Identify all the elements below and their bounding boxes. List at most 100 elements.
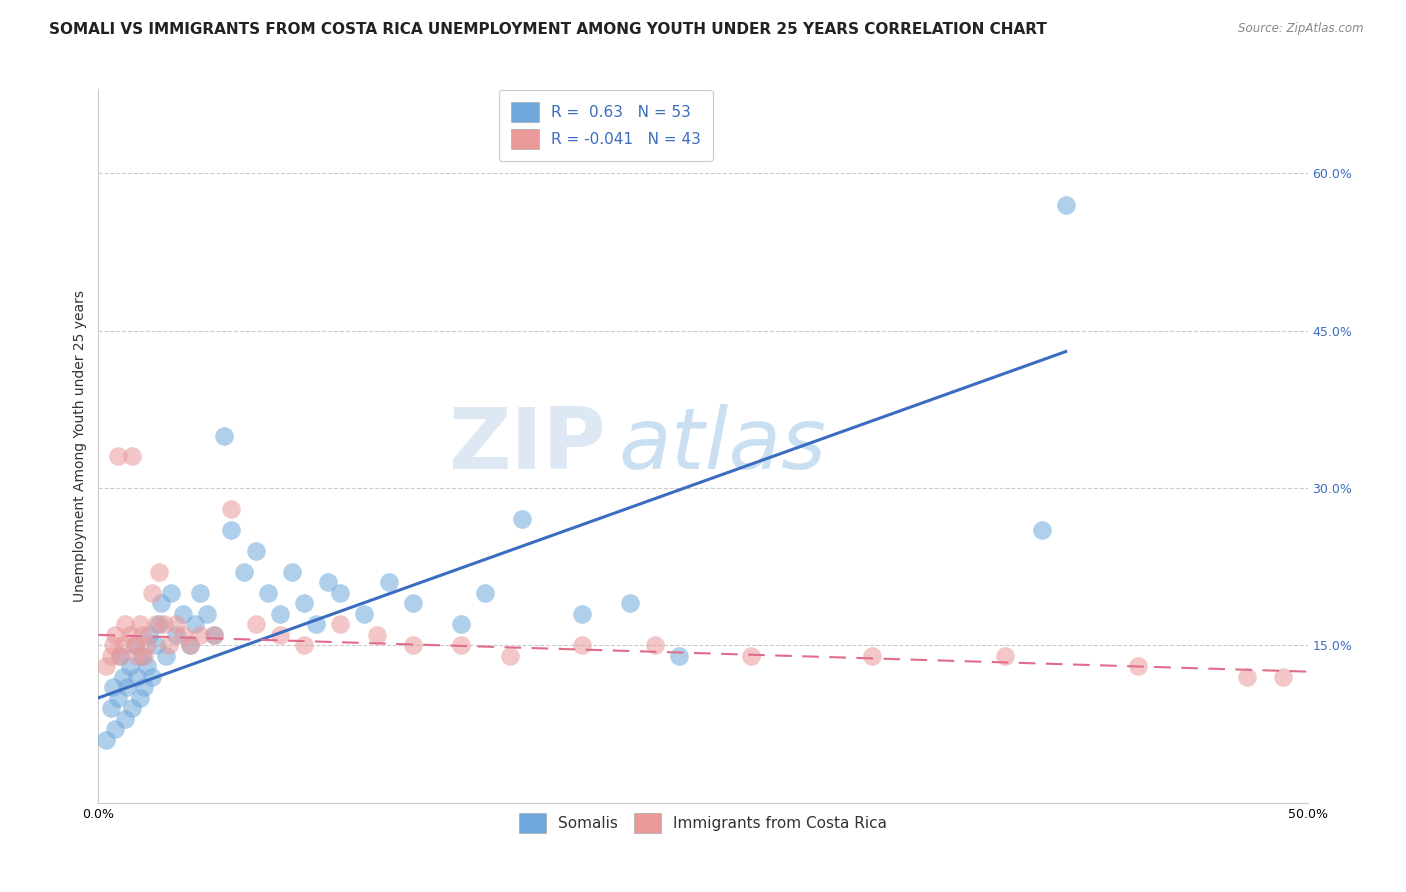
Point bbox=[124, 639, 146, 653]
Point bbox=[141, 586, 163, 600]
Point bbox=[157, 639, 180, 653]
Point bbox=[118, 659, 141, 673]
Point bbox=[329, 586, 352, 600]
Point bbox=[155, 648, 177, 663]
Point bbox=[128, 690, 150, 705]
Point bbox=[121, 701, 143, 715]
Point bbox=[269, 607, 291, 621]
Point bbox=[179, 639, 201, 653]
Point bbox=[101, 681, 124, 695]
Point bbox=[134, 681, 156, 695]
Point bbox=[107, 690, 129, 705]
Point bbox=[366, 628, 388, 642]
Point bbox=[1272, 670, 1295, 684]
Point bbox=[127, 670, 149, 684]
Point bbox=[128, 617, 150, 632]
Point bbox=[377, 575, 399, 590]
Legend: Somalis, Immigrants from Costa Rica: Somalis, Immigrants from Costa Rica bbox=[506, 801, 900, 845]
Point bbox=[145, 617, 167, 632]
Point bbox=[160, 586, 183, 600]
Point bbox=[148, 565, 170, 579]
Point bbox=[104, 628, 127, 642]
Point bbox=[571, 639, 593, 653]
Point bbox=[108, 648, 131, 663]
Point bbox=[1236, 670, 1258, 684]
Point bbox=[172, 628, 194, 642]
Point bbox=[152, 617, 174, 632]
Point bbox=[256, 586, 278, 600]
Point bbox=[619, 596, 641, 610]
Point bbox=[117, 681, 139, 695]
Point bbox=[94, 659, 117, 673]
Point bbox=[111, 670, 134, 684]
Point bbox=[510, 512, 533, 526]
Point bbox=[474, 586, 496, 600]
Point bbox=[245, 544, 267, 558]
Point bbox=[644, 639, 666, 653]
Point bbox=[195, 607, 218, 621]
Point bbox=[245, 617, 267, 632]
Point bbox=[179, 639, 201, 653]
Point bbox=[184, 617, 207, 632]
Point bbox=[135, 639, 157, 653]
Point bbox=[292, 639, 315, 653]
Point bbox=[138, 628, 160, 642]
Point bbox=[221, 502, 243, 516]
Point bbox=[114, 617, 136, 632]
Point bbox=[1031, 523, 1053, 537]
Point bbox=[860, 648, 883, 663]
Point bbox=[127, 648, 149, 663]
Point bbox=[165, 617, 187, 632]
Point bbox=[305, 617, 328, 632]
Point bbox=[104, 723, 127, 737]
Text: SOMALI VS IMMIGRANTS FROM COSTA RICA UNEMPLOYMENT AMONG YOUTH UNDER 25 YEARS COR: SOMALI VS IMMIGRANTS FROM COSTA RICA UNE… bbox=[49, 22, 1047, 37]
Point bbox=[124, 639, 146, 653]
Point bbox=[740, 648, 762, 663]
Point bbox=[353, 607, 375, 621]
Text: Source: ZipAtlas.com: Source: ZipAtlas.com bbox=[1239, 22, 1364, 36]
Point bbox=[450, 639, 472, 653]
Point bbox=[150, 596, 173, 610]
Point bbox=[131, 628, 153, 642]
Y-axis label: Unemployment Among Youth under 25 years: Unemployment Among Youth under 25 years bbox=[73, 290, 87, 602]
Point bbox=[994, 648, 1017, 663]
Point bbox=[107, 450, 129, 464]
Point bbox=[141, 670, 163, 684]
Point bbox=[172, 607, 194, 621]
Point bbox=[498, 648, 520, 663]
Point bbox=[148, 617, 170, 632]
Point bbox=[1054, 197, 1077, 211]
Point bbox=[402, 639, 425, 653]
Point bbox=[188, 628, 211, 642]
Text: atlas: atlas bbox=[619, 404, 827, 488]
Point bbox=[135, 659, 157, 673]
Point bbox=[131, 648, 153, 663]
Point bbox=[292, 596, 315, 610]
Point bbox=[134, 648, 156, 663]
Point bbox=[145, 639, 167, 653]
Point bbox=[188, 586, 211, 600]
Point bbox=[269, 628, 291, 642]
Point bbox=[212, 428, 235, 442]
Point bbox=[111, 639, 134, 653]
Point bbox=[204, 628, 226, 642]
Point bbox=[1128, 659, 1150, 673]
Point bbox=[316, 575, 339, 590]
Point bbox=[204, 628, 226, 642]
Point bbox=[94, 732, 117, 747]
Point bbox=[118, 628, 141, 642]
Point bbox=[165, 628, 187, 642]
Point bbox=[100, 648, 122, 663]
Point bbox=[450, 617, 472, 632]
Point bbox=[100, 701, 122, 715]
Point bbox=[108, 648, 131, 663]
Text: ZIP: ZIP bbox=[449, 404, 606, 488]
Point bbox=[121, 450, 143, 464]
Point bbox=[232, 565, 254, 579]
Point bbox=[402, 596, 425, 610]
Point bbox=[329, 617, 352, 632]
Point bbox=[221, 523, 243, 537]
Point bbox=[668, 648, 690, 663]
Point bbox=[571, 607, 593, 621]
Point bbox=[281, 565, 304, 579]
